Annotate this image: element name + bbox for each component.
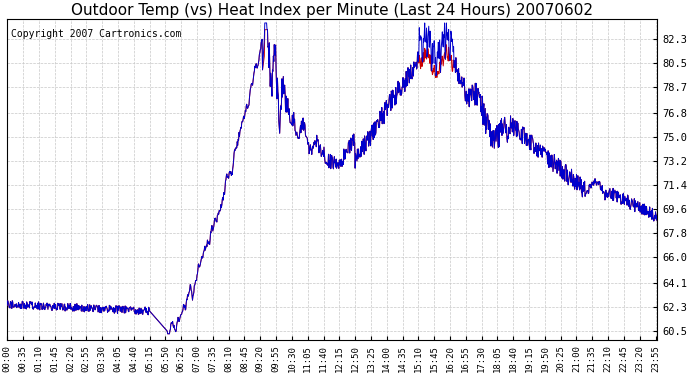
Title: Outdoor Temp (vs) Heat Index per Minute (Last 24 Hours) 20070602: Outdoor Temp (vs) Heat Index per Minute … <box>71 3 593 18</box>
Text: Copyright 2007 Cartronics.com: Copyright 2007 Cartronics.com <box>10 28 181 39</box>
